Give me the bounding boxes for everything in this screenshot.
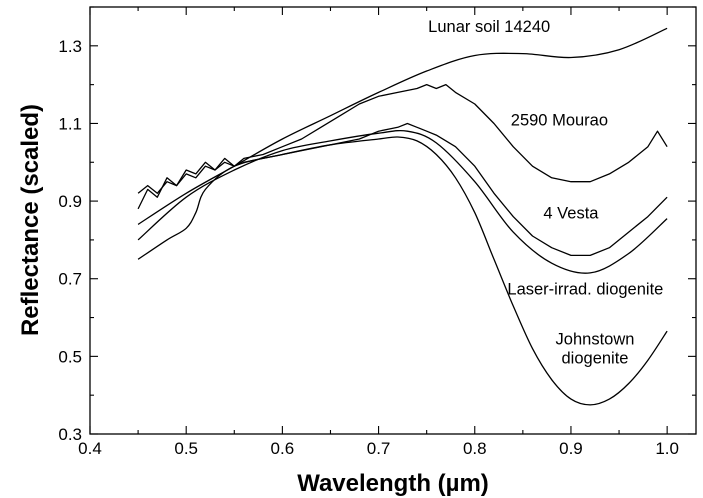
x-tick-label: 0.6 — [271, 439, 295, 458]
series-line-2590-mourao — [137, 83, 668, 210]
annotation-johnstown-diogenite: Johnstown diogenite — [556, 331, 635, 368]
axis-ticks — [89, 6, 696, 435]
x-tick-label: 0.9 — [559, 439, 583, 458]
y-tick-label: 1.3 — [58, 37, 82, 56]
plot-frame — [89, 6, 697, 435]
x-tick-label: 1.0 — [655, 439, 679, 458]
x-axis-title: Wavelength (µm) — [297, 470, 489, 497]
annotation-lunar-soil-14240: Lunar soil 14240 — [428, 18, 550, 36]
y-tick-labels: 0.3 0.5 0.7 0.9 1.1 1.3 — [58, 37, 82, 444]
x-tick-label: 0.5 — [174, 439, 198, 458]
x-tick-labels: 0.4 0.5 0.6 0.7 0.8 0.9 1.0 — [78, 439, 679, 458]
y-tick-label: 0.3 — [58, 425, 82, 444]
x-tick-label: 0.4 — [78, 439, 102, 458]
annotation-laser-irrad-diogenite: Laser-irrad. diogenite — [507, 280, 663, 298]
series-line-johnstown-diogenite — [137, 136, 668, 406]
x-tick-label: 0.7 — [367, 439, 391, 458]
y-tick-label: 0.7 — [58, 270, 82, 289]
series-line-laser-irrad-diogenite — [137, 129, 668, 274]
y-tick-label: 0.5 — [58, 347, 82, 366]
annotation-layer: Lunar soil 14240 2590 Mourao 4 Vesta Laser-… — [428, 18, 663, 367]
y-tick-label: 0.9 — [58, 192, 82, 211]
x-tick-label: 0.8 — [463, 439, 487, 458]
annotation-2590-mourao: 2590 Mourao — [511, 111, 608, 129]
series-layer — [137, 27, 668, 406]
annotation-4-vesta: 4 Vesta — [543, 205, 599, 223]
series-line-4-vesta — [137, 122, 668, 257]
y-axis-title: Reflectance (scaled) — [17, 104, 44, 336]
y-tick-label: 1.1 — [58, 114, 82, 133]
